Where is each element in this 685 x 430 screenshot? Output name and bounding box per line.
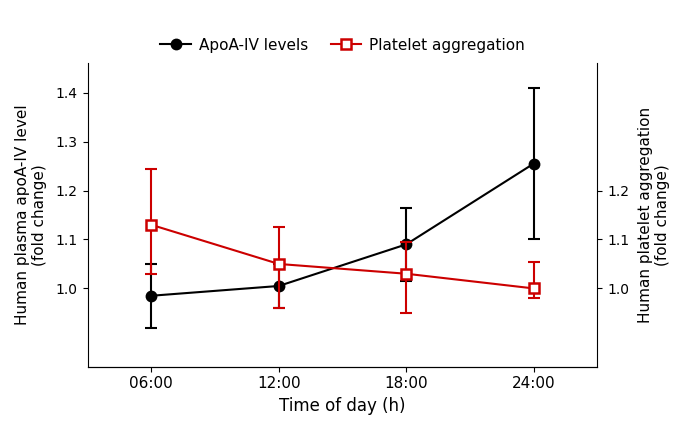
ApoA-IV levels	[402, 242, 410, 247]
Platelet aggregation	[275, 261, 283, 267]
ApoA-IV levels	[147, 293, 155, 298]
X-axis label: Time of day (h): Time of day (h)	[279, 397, 406, 415]
Line: Platelet aggregation: Platelet aggregation	[147, 220, 538, 293]
Platelet aggregation	[147, 222, 155, 227]
Y-axis label: Human platelet aggregation
(fold change): Human platelet aggregation (fold change)	[638, 107, 670, 323]
Platelet aggregation	[402, 271, 410, 276]
Y-axis label: Human plasma apoA-IV level
(fold change): Human plasma apoA-IV level (fold change)	[15, 104, 47, 326]
ApoA-IV levels	[530, 161, 538, 166]
Platelet aggregation	[530, 286, 538, 291]
ApoA-IV levels	[275, 283, 283, 289]
Line: ApoA-IV levels: ApoA-IV levels	[147, 159, 538, 301]
Legend: ApoA-IV levels, Platelet aggregation: ApoA-IV levels, Platelet aggregation	[154, 31, 531, 59]
